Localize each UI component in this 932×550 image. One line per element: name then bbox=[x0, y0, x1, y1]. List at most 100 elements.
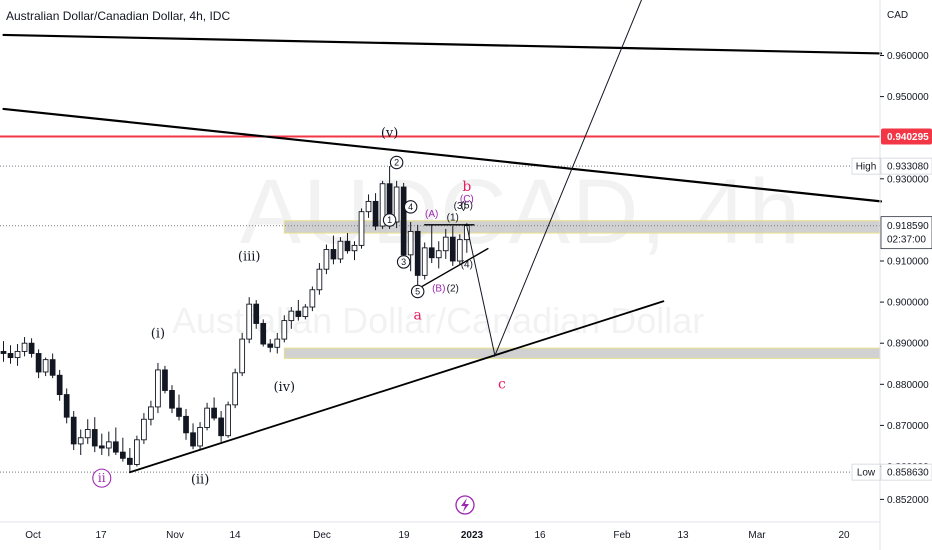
wave-label: c bbox=[498, 376, 506, 392]
candle bbox=[239, 332, 246, 377]
wave-label: (2) bbox=[447, 283, 459, 294]
candle bbox=[309, 286, 316, 312]
wave-label: 1 bbox=[382, 213, 397, 227]
price-tag-text: 0.940295 bbox=[887, 132, 929, 143]
candle bbox=[112, 427, 119, 456]
candle bbox=[169, 385, 175, 414]
candle bbox=[28, 338, 35, 358]
wave-label: 2 bbox=[389, 155, 404, 170]
candle bbox=[316, 263, 323, 295]
candle-body bbox=[21, 342, 28, 352]
candle bbox=[148, 400, 154, 426]
candle-body bbox=[393, 186, 400, 223]
wave-label-text: (ii) bbox=[191, 473, 209, 488]
x-tick-label: 2023 bbox=[461, 530, 484, 541]
wave-label: (A) bbox=[425, 209, 438, 220]
candle bbox=[105, 431, 112, 457]
trendlines-layer bbox=[2, 33, 883, 474]
wave-label-text: 4 bbox=[408, 202, 413, 212]
wave-label-text: (iii) bbox=[238, 249, 261, 264]
price-label-1[interactable]: 0.933080 High bbox=[851, 157, 932, 175]
price-tag-text: 0.858630 bbox=[887, 468, 929, 479]
candle-body bbox=[288, 310, 295, 322]
zones-layer bbox=[283, 220, 881, 359]
candle-body bbox=[169, 390, 175, 409]
x-tick-label: Mar bbox=[748, 530, 766, 541]
x-axis[interactable]: Oct 17 Nov 14 Dec 19 2023 16 Feb 13 Mar 20 bbox=[0, 521, 880, 541]
price-label-2[interactable]: 0.918590 02:37:00 bbox=[880, 216, 932, 250]
candle-body bbox=[176, 407, 182, 417]
candle-body bbox=[197, 427, 203, 447]
wave-label-text: (B) bbox=[432, 283, 445, 294]
y-tick-label: 0.910000 bbox=[887, 257, 929, 268]
wave-circle bbox=[403, 200, 418, 214]
candle-body bbox=[204, 407, 210, 428]
candle-body bbox=[267, 343, 274, 348]
wave-label: 3 bbox=[396, 255, 411, 269]
candle-body bbox=[274, 338, 281, 348]
candle-body bbox=[119, 451, 126, 459]
candle bbox=[414, 224, 421, 288]
wave-circle bbox=[382, 213, 397, 227]
candle-body bbox=[295, 310, 302, 317]
wave-label-text: ii bbox=[98, 471, 106, 485]
candle bbox=[344, 233, 351, 254]
candle bbox=[162, 365, 168, 394]
y-tick-label: 0.852000 bbox=[887, 495, 929, 506]
candle bbox=[365, 194, 372, 218]
candle-body bbox=[365, 200, 372, 213]
candle-body bbox=[63, 394, 70, 418]
candle bbox=[84, 419, 91, 444]
candle bbox=[400, 182, 407, 264]
candle bbox=[197, 422, 203, 451]
candle bbox=[7, 345, 14, 364]
candle bbox=[211, 397, 217, 421]
candle bbox=[421, 242, 428, 280]
candle-body bbox=[232, 372, 239, 406]
x-tick-label: 14 bbox=[229, 530, 241, 541]
wave-label: b bbox=[462, 179, 471, 195]
price-label-0[interactable]: 0.940295 bbox=[881, 128, 932, 145]
wave-circle bbox=[92, 468, 112, 488]
candle-body bbox=[183, 415, 189, 434]
y-tick-label: 0.900000 bbox=[887, 298, 929, 309]
wave-label-text: (A) bbox=[425, 209, 438, 220]
zone-1 bbox=[283, 347, 881, 359]
candle bbox=[379, 180, 386, 229]
price-tag-bg bbox=[880, 216, 932, 250]
candle-body bbox=[7, 353, 14, 359]
wave-label-text: (2) bbox=[447, 283, 459, 294]
candle-body bbox=[281, 320, 288, 340]
candle-body bbox=[105, 441, 112, 449]
lightning-icon[interactable] bbox=[455, 495, 475, 515]
y-axis[interactable]: CAD0.8520000.8600000.8700000.8800000.890… bbox=[851, 0, 932, 550]
price-label-3[interactable]: 0.858630 Low bbox=[851, 463, 932, 481]
candle-body bbox=[435, 250, 442, 259]
x-tick-label: Nov bbox=[166, 530, 184, 541]
candle bbox=[127, 448, 133, 473]
wave-label-text: 5 bbox=[415, 287, 420, 297]
candle-body bbox=[0, 350, 7, 354]
candle bbox=[358, 208, 365, 249]
wave-label: (4) bbox=[461, 260, 473, 271]
wave-circle bbox=[410, 284, 425, 299]
candle-body bbox=[344, 240, 351, 252]
candle-body bbox=[28, 342, 35, 354]
candle-body bbox=[91, 429, 98, 447]
candle-body bbox=[239, 338, 246, 374]
candle-body bbox=[260, 323, 267, 345]
candle bbox=[407, 221, 414, 272]
trendline-2 bbox=[128, 300, 665, 474]
candle-body bbox=[218, 417, 224, 437]
price-tag-text: 0.918590 bbox=[887, 221, 929, 232]
wave-label-text: a bbox=[414, 307, 422, 323]
candle bbox=[218, 411, 224, 442]
y-tick-label: 0.930000 bbox=[887, 174, 929, 185]
candle bbox=[91, 417, 98, 453]
candle bbox=[35, 349, 42, 379]
candle bbox=[323, 244, 330, 275]
wave-label: (i) bbox=[151, 326, 165, 341]
x-tick-label: 13 bbox=[677, 530, 689, 541]
